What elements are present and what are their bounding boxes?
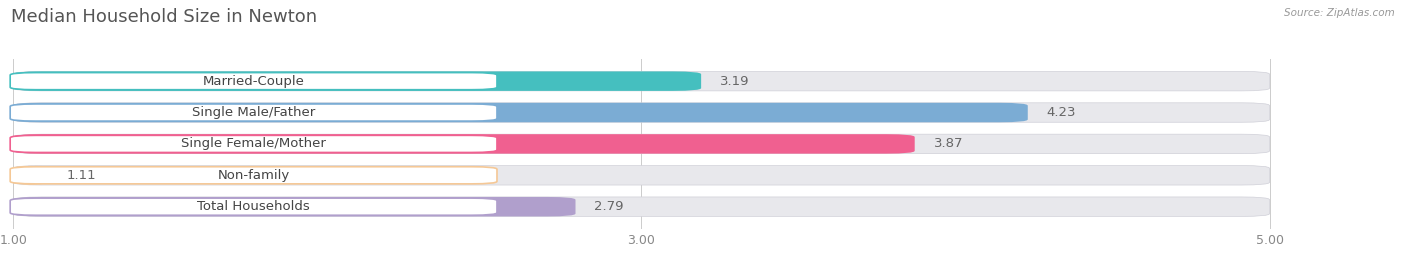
FancyBboxPatch shape bbox=[13, 197, 575, 216]
FancyBboxPatch shape bbox=[10, 135, 496, 153]
FancyBboxPatch shape bbox=[10, 198, 496, 215]
FancyBboxPatch shape bbox=[10, 167, 496, 184]
Text: 4.23: 4.23 bbox=[1046, 106, 1076, 119]
FancyBboxPatch shape bbox=[10, 104, 496, 121]
FancyBboxPatch shape bbox=[13, 103, 1028, 122]
Text: 1.11: 1.11 bbox=[66, 169, 97, 182]
FancyBboxPatch shape bbox=[13, 72, 1270, 91]
FancyBboxPatch shape bbox=[13, 72, 702, 91]
FancyBboxPatch shape bbox=[13, 134, 1270, 154]
FancyBboxPatch shape bbox=[13, 103, 1270, 122]
Text: Single Female/Mother: Single Female/Mother bbox=[181, 137, 326, 150]
Text: Median Household Size in Newton: Median Household Size in Newton bbox=[11, 8, 318, 26]
Text: Total Households: Total Households bbox=[197, 200, 309, 213]
FancyBboxPatch shape bbox=[13, 197, 1270, 216]
FancyBboxPatch shape bbox=[10, 73, 496, 90]
FancyBboxPatch shape bbox=[13, 134, 915, 154]
Text: Married-Couple: Married-Couple bbox=[202, 75, 305, 88]
Text: Single Male/Father: Single Male/Father bbox=[193, 106, 315, 119]
Text: 3.19: 3.19 bbox=[720, 75, 749, 88]
Text: 2.79: 2.79 bbox=[595, 200, 624, 213]
Text: Source: ZipAtlas.com: Source: ZipAtlas.com bbox=[1284, 8, 1395, 18]
Text: Non-family: Non-family bbox=[218, 169, 290, 182]
FancyBboxPatch shape bbox=[13, 166, 48, 185]
FancyBboxPatch shape bbox=[13, 166, 1270, 185]
Text: 3.87: 3.87 bbox=[934, 137, 963, 150]
